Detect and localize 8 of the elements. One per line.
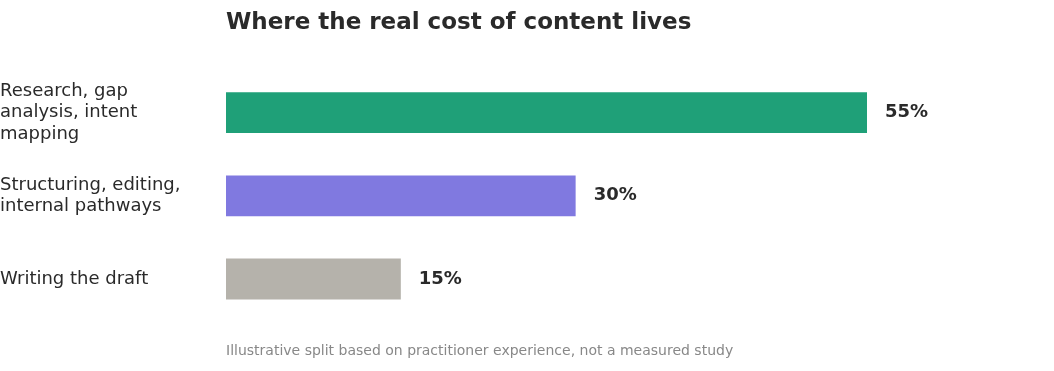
chart-title: Where the real cost of content lives <box>226 8 692 34</box>
y-tick-label: Writing the draft <box>0 266 149 288</box>
y-tick-label: Structuring, editing, internal pathways <box>0 172 181 216</box>
text: Illustrative split based on practitioner experience, not a measured study <box>226 342 734 358</box>
data-label: 30% <box>593 183 637 205</box>
data-label: 55% <box>885 100 929 122</box>
data-label: 15% <box>418 266 462 288</box>
y-tick-label: Research, gap analysis, intent mapping <box>0 78 138 143</box>
